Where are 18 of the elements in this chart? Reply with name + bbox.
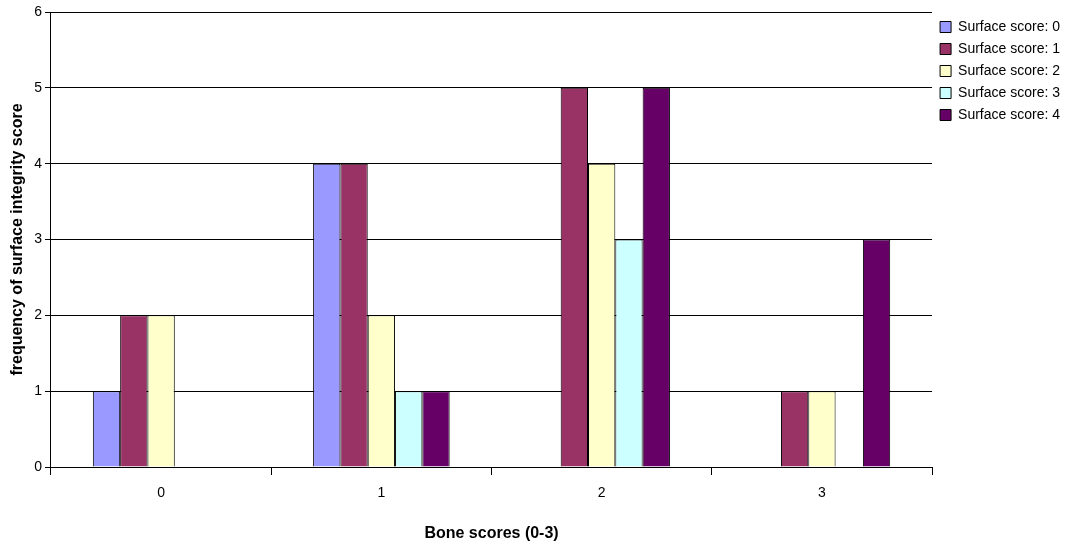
y-tick-label: 0: [34, 457, 43, 474]
y-tick-label: 6: [34, 2, 43, 19]
y-tick-label: 2: [34, 306, 43, 323]
legend-label: Surface score: 2: [958, 61, 1061, 78]
x-tick-label: 2: [597, 484, 606, 501]
y-axis-title: frequency of surface integrity score: [8, 103, 26, 376]
legend-label: Surface score: 1: [958, 39, 1061, 56]
y-tick-label: 3: [34, 230, 43, 247]
y-tick-label: 4: [34, 154, 43, 171]
x-tick-label: 0: [157, 484, 166, 501]
x-axis-title: Bone scores (0-3): [424, 523, 559, 541]
y-tick-label: 5: [34, 78, 43, 95]
x-tick-label: 1: [377, 484, 386, 501]
legend-label: Surface score: 3: [958, 83, 1061, 100]
x-tick-label: 3: [818, 484, 827, 501]
y-tick-label: 1: [34, 382, 43, 399]
legend-label: Surface score: 4: [958, 105, 1061, 122]
legend-label: Surface score: 0: [958, 17, 1061, 34]
